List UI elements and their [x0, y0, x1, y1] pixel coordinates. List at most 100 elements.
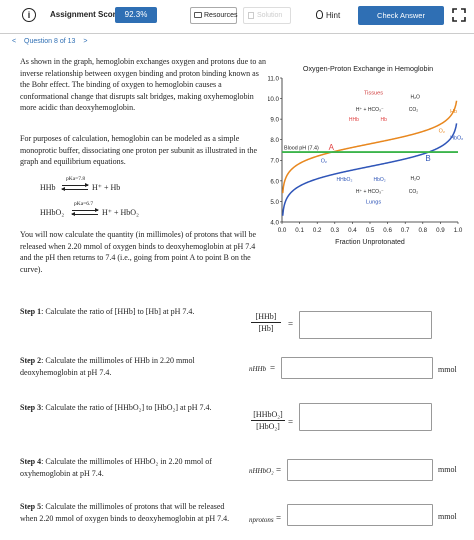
- step-3: Step 3: Calculate the ratio of [HHbO₂] t…: [20, 402, 240, 414]
- step-5-label: Step 5: [20, 502, 42, 511]
- y-tick-label: 8.0: [270, 137, 279, 144]
- expand-icon[interactable]: [452, 8, 466, 22]
- lungs-o2-label: O₂: [321, 158, 327, 164]
- x-tick-label: 0.0: [278, 227, 287, 234]
- step-3-label: Step 3: [20, 403, 42, 412]
- step-5-variable: nprotons: [249, 516, 274, 524]
- tissue-hb-label: Hb: [381, 117, 388, 123]
- problem-model: For purposes of calculation, hemoglobin …: [20, 134, 258, 166]
- y-tick-label: 11.0: [268, 75, 280, 82]
- point-b-label: B: [425, 154, 430, 163]
- lock-icon: [248, 12, 254, 19]
- step-2-label: Step 2: [20, 356, 42, 365]
- question-counter: Question 8 of 13: [24, 38, 76, 45]
- step-1-denominator: [Hb]: [258, 324, 274, 333]
- step-4-variable: nHHbO₂: [249, 467, 274, 475]
- step-3-text: : Calculate the ratio of [HHbO₂] to [HbO…: [41, 403, 212, 412]
- step-4-label: Step 4: [20, 457, 42, 466]
- tissue-o2-label: O₂: [439, 129, 445, 135]
- problem-intro: As shown in the graph, hemoglobin exchan…: [20, 57, 266, 112]
- step-5-answer-input[interactable]: [287, 504, 433, 526]
- step-2: Step 2: Calculate the millimoles of HHb …: [20, 355, 240, 378]
- lungs-co2-label: CO₂: [409, 189, 419, 195]
- x-tick-label: 0.8: [418, 227, 427, 234]
- step-4-equals: =: [276, 465, 282, 475]
- y-tick-label: 6.0: [270, 178, 279, 185]
- x-tick-label: 0.1: [295, 227, 304, 234]
- step-1-ratio: [HHb] [Hb]: [251, 312, 281, 333]
- step-2-equals: =: [270, 363, 276, 373]
- step-3-ratio: [HHbO₂] [HbO₂]: [251, 410, 285, 431]
- y-tick-label: 10.0: [268, 96, 280, 103]
- problem-task: You will now calculate the quantity (in …: [20, 230, 257, 274]
- step-3-denominator: [HbO₂]: [256, 422, 280, 431]
- step-4-unit: mmol: [438, 465, 457, 474]
- eq1-forward-arrow: [62, 183, 89, 187]
- step-3-answer-input[interactable]: [299, 403, 432, 431]
- check-answer-button[interactable]: Check Answer: [358, 6, 444, 25]
- step-2-text: : Calculate the millimoles of HHb in 2.2…: [20, 356, 195, 377]
- x-tick-label: 1.0: [454, 227, 463, 234]
- hint-label: Hint: [326, 11, 341, 20]
- y-tick-label: 7.0: [270, 158, 279, 165]
- lungs-h2o-label: H₂O: [410, 176, 420, 182]
- step-1-numerator: [HHb]: [251, 312, 281, 323]
- assignment-score-label: Assignment Score:: [50, 10, 123, 19]
- lightbulb-icon: [316, 10, 323, 19]
- solution-button[interactable]: Solution: [243, 7, 291, 24]
- y-tick-label: 5.0: [270, 199, 279, 206]
- step-2-answer-input[interactable]: [281, 357, 433, 379]
- chart-title: Oxygen-Proton Exchange in Hemoglobin: [303, 64, 433, 73]
- eq1-right: H⁺ + Hb: [92, 183, 121, 192]
- step-2-unit: mmol: [438, 365, 457, 374]
- y-tick-label: 9.0: [270, 117, 279, 124]
- next-question-button[interactable]: >: [83, 38, 88, 45]
- eq2-forward-arrow: [72, 208, 99, 212]
- hint-button[interactable]: Hint: [312, 7, 352, 24]
- titration-curve-hhb: [281, 100, 458, 194]
- resources-button[interactable]: Resources: [190, 7, 237, 24]
- step-4: Step 4: Calculate the millimoles of HHbO…: [20, 456, 240, 479]
- x-tick-label: 0.7: [401, 227, 410, 234]
- tissue-hhb-label: HHb: [349, 117, 359, 123]
- eq2-right: H⁺ + HbO₂: [102, 208, 139, 217]
- info-icon[interactable]: i: [22, 8, 36, 22]
- resources-label: Resources: [204, 12, 238, 19]
- x-tick-label: 0.9: [436, 227, 445, 234]
- lungs-label: Lungs: [366, 199, 381, 205]
- top-toolbar: i Assignment Score: 92.3% Resources Solu…: [0, 0, 474, 34]
- step-2-variable: nHHb: [249, 365, 267, 373]
- x-tick-label: 0.3: [330, 227, 339, 234]
- step-5-text: : Calculate the millimoles of protons th…: [20, 502, 230, 523]
- step-1-label: Step 1: [20, 307, 42, 316]
- tissue-co2-label: CO₂: [409, 107, 419, 113]
- lungs-hco3-label: H⁺ + HCO₃⁻: [356, 189, 384, 195]
- x-tick-label: 0.5: [366, 227, 375, 234]
- lungs-hbo2-label: HbO₂: [374, 177, 386, 183]
- step-1-answer-input[interactable]: [299, 311, 432, 339]
- eq1-left: HHb: [40, 183, 56, 192]
- x-axis-label: Fraction Unprotonated: [335, 239, 405, 246]
- eq2-left: HHbO₂: [40, 208, 65, 217]
- step-1-equals: =: [288, 319, 294, 329]
- step-4-answer-input[interactable]: [287, 459, 433, 481]
- step-5-equals: =: [276, 513, 282, 523]
- solution-label: Solution: [257, 12, 283, 19]
- step-4-text: : Calculate the millimoles of HHbO₂ in 2…: [20, 457, 212, 478]
- x-tick-label: 0.6: [383, 227, 392, 234]
- prev-question-button[interactable]: <: [12, 38, 17, 45]
- x-tick-label: 0.4: [348, 227, 357, 234]
- step-1-text: : Calculate the ratio of [HHb] to [Hb] a…: [41, 307, 195, 316]
- hb-curve-label: Hb: [450, 109, 457, 115]
- eq1-pka: pKa=7.8: [66, 176, 86, 182]
- tissue-hco3-label: H⁺ + HCO₃⁻: [356, 107, 384, 113]
- point-a-label: A: [329, 143, 335, 152]
- eq2-reverse-arrow: [71, 212, 98, 216]
- blood-ph-label: Blood pH (7.4): [284, 146, 319, 152]
- eq2-pka: pKa=6.7: [74, 201, 94, 207]
- y-tick-label: 4.0: [270, 219, 279, 226]
- eq1-reverse-arrow: [61, 187, 88, 191]
- step-3-numerator: [HHbO₂]: [251, 410, 285, 421]
- tissue-h2o-label: H₂O: [410, 95, 420, 101]
- hbo2-curve-label: HbO₂: [450, 136, 463, 142]
